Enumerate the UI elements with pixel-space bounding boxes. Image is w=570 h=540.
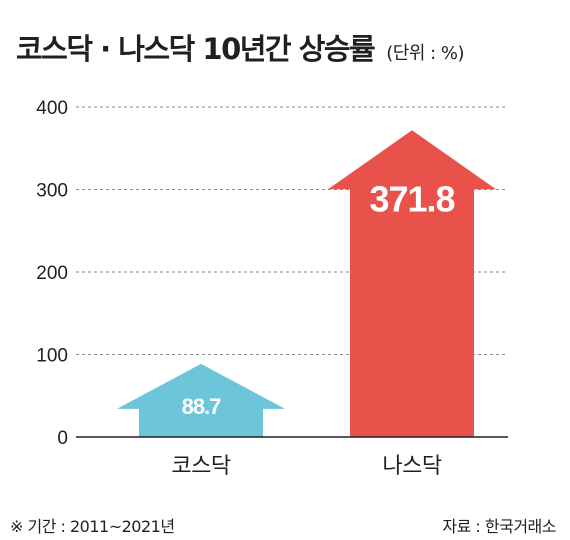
bars [117, 130, 496, 437]
bar-nasdaq [328, 130, 496, 437]
chart-title: 코스닥 · 나스닥 10년간 상승률 [16, 32, 376, 66]
source-note: 자료 : 한국거래소 [442, 517, 556, 536]
y-tick-label: 0 [57, 428, 68, 449]
y-tick-label: 100 [36, 346, 68, 367]
bar-kosdaq [117, 363, 285, 437]
period-note: ※ 기간 : 2011~2021년 [10, 517, 175, 536]
title-row: 코스닥 · 나스닥 10년간 상승률 (단위 : %) [16, 26, 465, 68]
data-label-kosdaq: 88.7 [182, 394, 222, 419]
y-tick-label: 300 [36, 181, 68, 202]
y-axis: 0 100 200 300 400 [36, 98, 68, 449]
labels: 88.7 371.8 코스닥 나스닥 [171, 178, 455, 479]
category-label-nasdaq: 나스닥 [382, 454, 441, 479]
y-tick-label: 200 [36, 263, 68, 284]
category-label-kosdaq: 코스닥 [171, 454, 230, 479]
unit-label: (단위 : %) [386, 43, 465, 64]
data-label-nasdaq: 371.8 [369, 178, 454, 219]
y-tick-label: 400 [36, 98, 68, 119]
